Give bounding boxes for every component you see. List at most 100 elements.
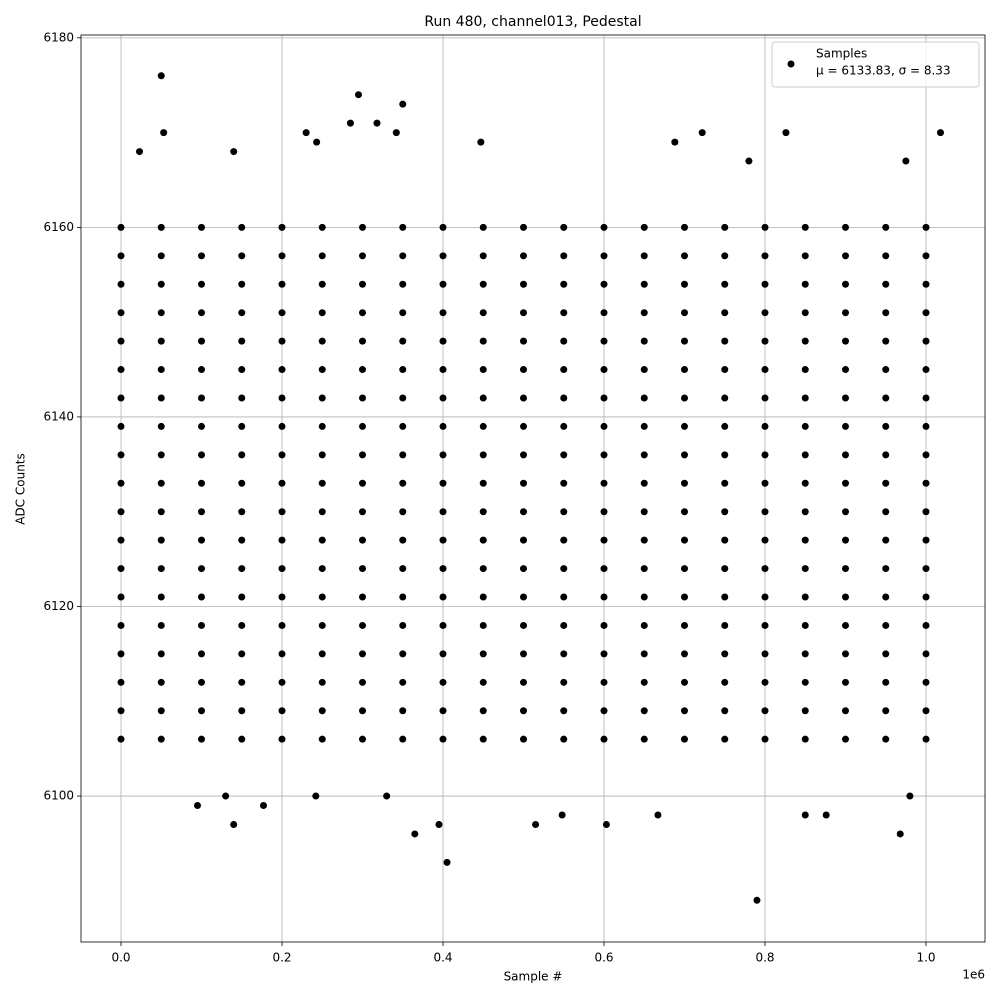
data-point	[560, 337, 568, 345]
data-point	[157, 593, 165, 601]
data-point	[479, 309, 487, 317]
data-point	[753, 896, 761, 904]
data-point	[841, 309, 849, 317]
data-point	[359, 422, 367, 430]
data-point	[278, 593, 286, 601]
data-point	[318, 565, 326, 573]
data-point	[354, 91, 362, 99]
data-point	[359, 650, 367, 658]
data-point	[761, 735, 769, 743]
data-point	[882, 735, 890, 743]
data-point	[318, 479, 326, 487]
data-point	[238, 621, 246, 629]
data-point	[479, 678, 487, 686]
data-point	[698, 129, 706, 137]
data-point	[136, 148, 144, 156]
data-point	[640, 337, 648, 345]
data-point	[198, 621, 206, 629]
data-point	[238, 565, 246, 573]
data-point	[117, 280, 125, 288]
data-point	[238, 309, 246, 317]
data-point	[801, 536, 809, 544]
data-point	[520, 394, 528, 402]
data-point	[922, 366, 930, 374]
data-point	[439, 735, 447, 743]
data-point	[157, 508, 165, 516]
data-point	[822, 811, 830, 819]
data-point	[238, 394, 246, 402]
data-point	[383, 792, 391, 800]
data-point	[278, 479, 286, 487]
data-point	[680, 223, 688, 231]
data-point	[399, 479, 407, 487]
data-point	[278, 309, 286, 317]
plot-area	[117, 72, 944, 904]
data-point	[117, 309, 125, 317]
data-point	[680, 650, 688, 658]
x-tick-label: 0.6	[594, 951, 613, 965]
data-point	[278, 650, 286, 658]
x-axis-label: Sample #	[504, 970, 563, 984]
data-point	[439, 252, 447, 260]
data-point	[801, 735, 809, 743]
data-point	[882, 678, 890, 686]
data-point	[602, 820, 610, 828]
data-point	[801, 707, 809, 715]
legend-marker	[787, 60, 795, 68]
data-point	[238, 422, 246, 430]
data-point	[439, 479, 447, 487]
data-point	[761, 707, 769, 715]
data-point	[238, 479, 246, 487]
data-point	[399, 366, 407, 374]
data-point	[117, 593, 125, 601]
data-point	[640, 366, 648, 374]
data-point	[198, 280, 206, 288]
data-point	[318, 223, 326, 231]
data-point	[359, 451, 367, 459]
data-point	[882, 252, 890, 260]
data-point	[640, 252, 648, 260]
data-point	[318, 337, 326, 345]
chart-title: Run 480, channel013, Pedestal	[424, 14, 641, 30]
data-point	[680, 280, 688, 288]
data-point	[721, 394, 729, 402]
data-point	[721, 451, 729, 459]
data-point	[721, 735, 729, 743]
data-point	[520, 422, 528, 430]
data-point	[841, 707, 849, 715]
data-point	[520, 650, 528, 658]
data-point	[680, 621, 688, 629]
data-point	[721, 479, 729, 487]
data-point	[238, 223, 246, 231]
data-point	[600, 650, 608, 658]
data-point	[318, 678, 326, 686]
data-point	[157, 621, 165, 629]
data-point	[359, 707, 367, 715]
data-point	[238, 252, 246, 260]
data-point	[479, 508, 487, 516]
data-point	[278, 280, 286, 288]
data-point	[640, 678, 648, 686]
x-tick-label: 0.8	[755, 951, 774, 965]
data-point	[359, 565, 367, 573]
data-point	[479, 223, 487, 231]
data-point	[600, 536, 608, 544]
data-point	[198, 536, 206, 544]
data-point	[680, 366, 688, 374]
data-point	[640, 394, 648, 402]
data-point	[922, 621, 930, 629]
data-point	[198, 252, 206, 260]
data-point	[680, 565, 688, 573]
legend-stats: μ = 6133.83, σ = 8.33	[816, 64, 951, 78]
data-point	[238, 735, 246, 743]
data-point	[560, 735, 568, 743]
data-point	[560, 707, 568, 715]
data-point	[443, 858, 451, 866]
data-point	[346, 119, 354, 127]
data-point	[882, 422, 890, 430]
data-point	[117, 536, 125, 544]
data-point	[841, 621, 849, 629]
data-point	[439, 707, 447, 715]
data-point	[600, 309, 608, 317]
